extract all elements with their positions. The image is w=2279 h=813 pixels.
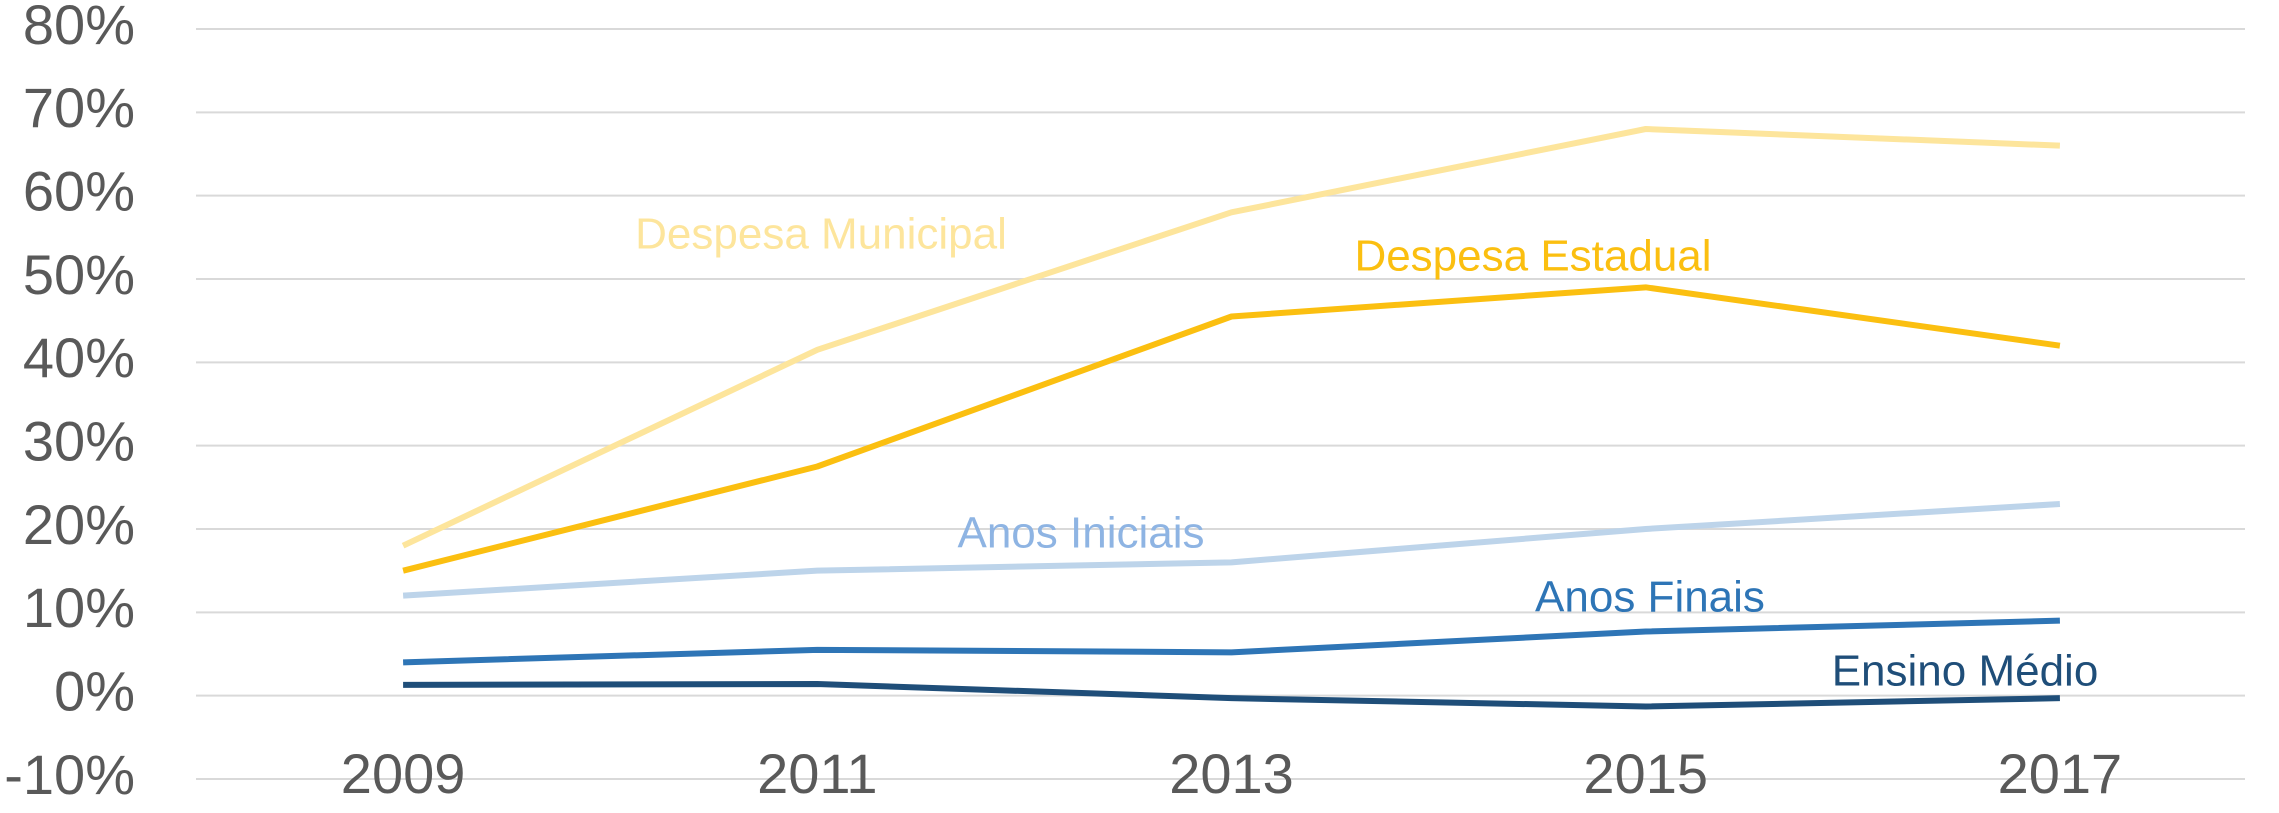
series-label: Anos Finais — [1535, 573, 1765, 622]
series-line — [402, 501, 2061, 599]
series-line — [402, 284, 2061, 574]
y-tick-label: 70% — [23, 76, 135, 139]
x-tick-label: 2013 — [1169, 742, 1294, 805]
y-tick-label: 20% — [23, 493, 135, 556]
y-tick-label: 50% — [23, 243, 135, 306]
x-tick-label: 2015 — [1583, 742, 1708, 805]
series-label: Despesa Estadual — [1354, 232, 1711, 281]
x-tick-label: 2011 — [757, 742, 877, 805]
series-line — [403, 681, 2060, 710]
series-line — [401, 126, 2061, 549]
y-tick-label: 40% — [23, 326, 135, 389]
series-label: Ensino Médio — [1832, 647, 2099, 696]
y-tick-label: -10% — [4, 743, 135, 806]
series-line — [403, 617, 2060, 666]
x-tick-label: 2017 — [1998, 742, 2123, 805]
y-tick-label: 30% — [23, 409, 135, 472]
y-tick-label: 80% — [23, 0, 135, 56]
y-tick-label: 10% — [23, 576, 135, 639]
y-tick-label: 60% — [23, 159, 135, 222]
series-label: Despesa Municipal — [635, 210, 1007, 259]
x-tick-label: 2009 — [341, 742, 466, 805]
series-label: Anos Iniciais — [957, 509, 1204, 558]
y-tick-label: 0% — [54, 659, 135, 722]
